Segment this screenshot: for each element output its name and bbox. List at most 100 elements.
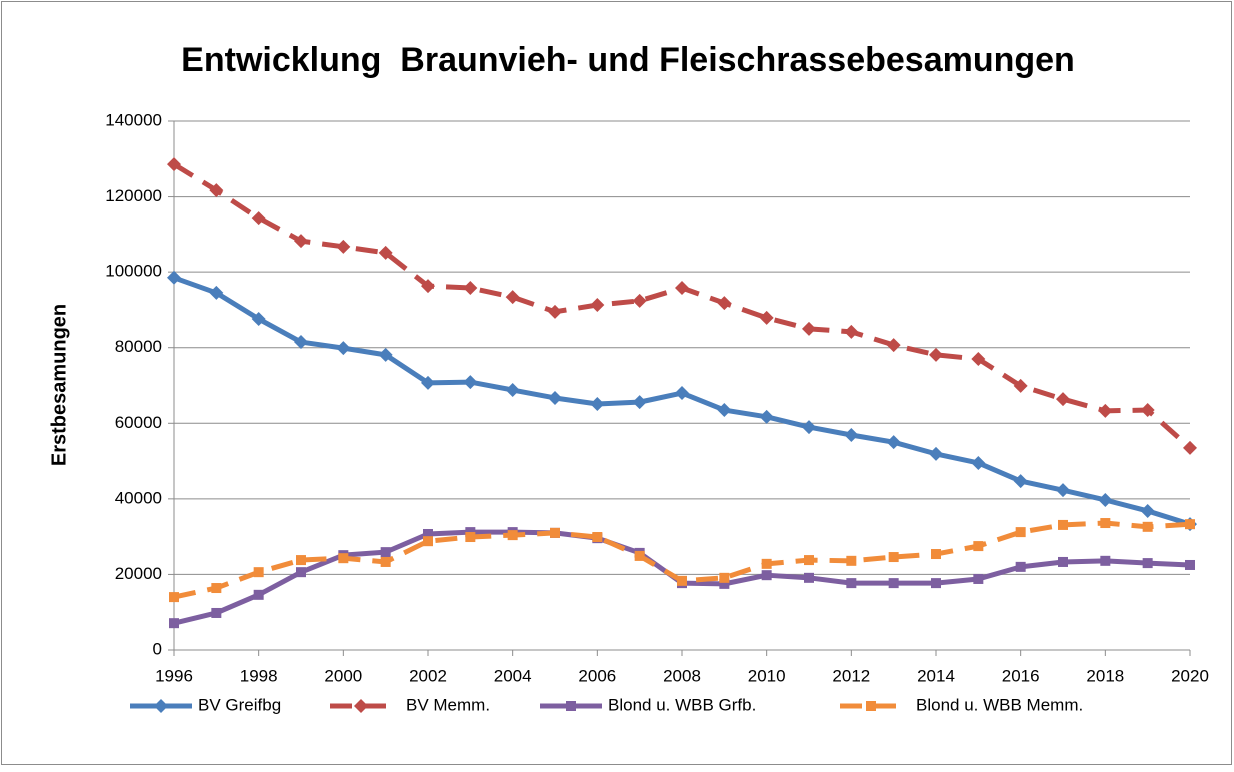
data-point — [804, 572, 814, 583]
data-point — [1142, 521, 1153, 532]
data-point — [675, 281, 689, 296]
data-point — [296, 567, 306, 578]
data-point — [717, 403, 732, 418]
data-point — [463, 281, 478, 296]
data-point — [971, 352, 986, 367]
data-point — [1015, 527, 1026, 538]
x-tick-label: 1996 — [155, 666, 193, 685]
x-tick-label: 2006 — [578, 666, 616, 685]
legend-label: BV Memm. — [406, 695, 490, 714]
data-point — [1140, 403, 1155, 418]
x-tick-label: 2002 — [409, 666, 447, 685]
y-tick-label: 120000 — [105, 186, 162, 205]
data-point — [169, 618, 179, 629]
data-point — [251, 211, 266, 226]
data-point — [1098, 492, 1113, 507]
data-point — [632, 293, 647, 308]
legend-label: Blond u. WBB Grfb. — [608, 695, 756, 714]
y-tick-label: 80000 — [115, 337, 162, 356]
data-point — [675, 386, 689, 401]
x-tick-label: 2016 — [1002, 666, 1040, 685]
legend-marker — [566, 701, 576, 711]
y-tick-label: 20000 — [115, 564, 162, 583]
data-point — [1142, 558, 1153, 569]
data-point — [931, 549, 941, 560]
data-point — [296, 555, 306, 566]
data-point — [719, 572, 730, 583]
data-point — [1183, 440, 1197, 455]
data-point — [505, 383, 520, 398]
x-tick-label: 2018 — [1086, 666, 1124, 685]
data-point — [1098, 403, 1113, 418]
data-point — [1100, 555, 1111, 566]
data-point — [421, 279, 435, 294]
y-tick-label: 40000 — [115, 488, 162, 507]
data-point — [634, 550, 645, 561]
data-point — [677, 575, 687, 586]
data-point — [1100, 518, 1111, 529]
data-point — [380, 556, 391, 567]
x-tick-label: 2000 — [324, 666, 362, 685]
data-point — [211, 607, 222, 618]
data-point — [550, 527, 560, 538]
data-point — [804, 555, 814, 566]
data-point — [463, 375, 478, 390]
data-point — [929, 347, 943, 362]
data-point — [1185, 559, 1195, 570]
data-point — [378, 347, 393, 362]
data-point — [886, 435, 901, 450]
legend-marker — [866, 701, 876, 711]
y-axis-label: Erstbesamungen — [48, 304, 70, 466]
x-tick-label: 2004 — [494, 666, 532, 685]
data-point — [761, 558, 772, 569]
data-point — [929, 446, 943, 461]
data-point — [211, 583, 222, 594]
data-point — [336, 341, 351, 356]
data-point — [1013, 474, 1028, 489]
legend-marker — [154, 699, 168, 713]
data-point — [888, 552, 899, 563]
data-point — [844, 324, 859, 339]
data-point — [548, 390, 562, 405]
data-point — [253, 567, 264, 578]
x-tick-label: 2020 — [1171, 666, 1209, 685]
data-point — [1015, 561, 1026, 572]
data-point — [465, 532, 476, 543]
x-tick-label: 2008 — [663, 666, 701, 685]
data-point — [590, 298, 605, 313]
data-point — [423, 536, 433, 547]
data-point — [294, 335, 308, 350]
data-point — [548, 304, 562, 319]
data-point — [1056, 483, 1070, 498]
data-point — [1140, 503, 1155, 518]
data-point — [378, 245, 393, 260]
x-tick-label: 2012 — [832, 666, 870, 685]
data-point — [973, 573, 984, 584]
data-point — [1056, 392, 1070, 407]
data-point — [423, 528, 433, 539]
y-tick-label: 60000 — [115, 413, 162, 432]
data-point — [167, 270, 181, 285]
data-point — [886, 338, 901, 353]
legend-marker — [354, 699, 368, 713]
legend-label: BV Greifbg — [198, 695, 281, 714]
legend-label: Blond u. WBB Memm. — [916, 695, 1083, 714]
data-point — [1185, 519, 1195, 530]
data-point — [844, 427, 859, 442]
y-tick-label: 100000 — [105, 262, 162, 281]
data-point — [167, 157, 181, 172]
data-point — [846, 578, 857, 589]
y-tick-label: 140000 — [105, 110, 162, 129]
data-point — [971, 455, 986, 470]
data-point — [592, 532, 603, 543]
data-point — [759, 310, 774, 325]
data-point — [802, 321, 816, 336]
x-tick-label: 2014 — [917, 666, 955, 685]
data-point — [761, 570, 772, 581]
data-point — [421, 375, 435, 390]
chart-title: Entwicklung Braunvieh- und Fleischrasseb… — [181, 41, 1075, 79]
data-point — [632, 395, 647, 410]
x-tick-label: 2010 — [748, 666, 786, 685]
data-point — [759, 409, 774, 424]
